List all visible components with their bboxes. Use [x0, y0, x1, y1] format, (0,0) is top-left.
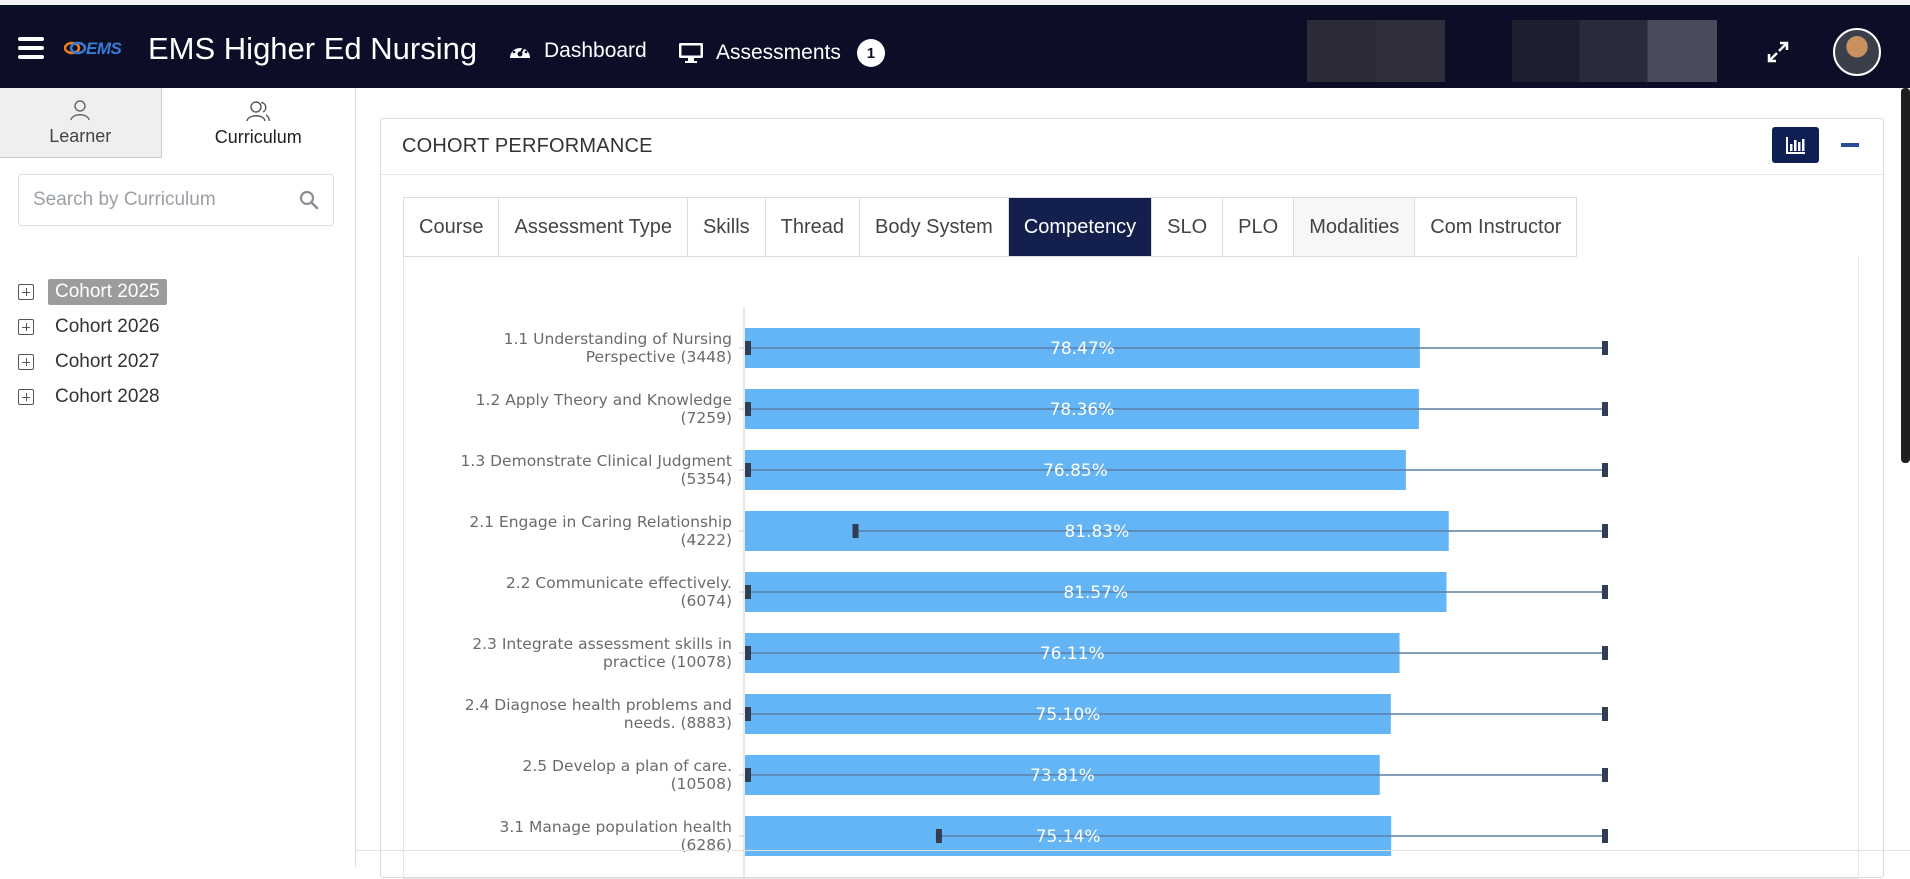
- tab-plo[interactable]: PLO: [1223, 198, 1295, 256]
- range-max-marker: [1602, 646, 1608, 660]
- range-min-marker: [745, 402, 751, 416]
- expand-plus-icon[interactable]: [18, 353, 34, 370]
- tree-item-cohort-2028[interactable]: Cohort 2028: [18, 379, 167, 414]
- range-min-marker: [745, 463, 751, 477]
- tab-assessment-type[interactable]: Assessment Type: [499, 198, 688, 256]
- bar-value-label: 78.47%: [1050, 339, 1115, 359]
- tab-course[interactable]: Course: [404, 198, 500, 256]
- bar-value-label: 73.81%: [1030, 766, 1095, 786]
- bar-value-label: 81.57%: [1063, 583, 1128, 603]
- redacted-block: [1512, 20, 1717, 82]
- search-icon[interactable]: [299, 190, 319, 210]
- sidebar-tab-curriculum[interactable]: Curriculum: [161, 88, 355, 158]
- sidebar-tab-label: Curriculum: [214, 126, 302, 147]
- category-label: 2.1 Engage in Caring Relationship (4222): [469, 513, 732, 549]
- category-label: 1.2 Apply Theory and Knowledge (7259): [476, 391, 732, 427]
- tab-modalities[interactable]: Modalities: [1294, 198, 1416, 256]
- tab-body-system[interactable]: Body System: [860, 198, 1009, 256]
- range-min-marker: [745, 768, 751, 782]
- tree-item-label: Cohort 2025: [48, 278, 167, 305]
- monitor-icon: [679, 43, 703, 63]
- bar-value-label: 81.83%: [1064, 522, 1129, 542]
- bar-value-label: 76.85%: [1043, 461, 1108, 481]
- range-max-marker: [1602, 524, 1608, 538]
- redacted-block: [1307, 20, 1445, 82]
- app-logo[interactable]: EMS: [63, 39, 122, 59]
- competency-chart: 1.1 Understanding of Nursing Perspective …: [403, 257, 1859, 879]
- range-max-marker: [1602, 341, 1608, 355]
- bar-value-label: 75.14%: [1036, 827, 1101, 847]
- sidebar-tabs: Learner Curriculum: [0, 88, 355, 158]
- tree-item-cohort-2027[interactable]: Cohort 2027: [18, 344, 167, 379]
- category-label: 2.3 Integrate assessment skills in practi…: [472, 635, 732, 671]
- people-icon: [246, 100, 271, 121]
- sidebar-tab-label: Learner: [49, 126, 112, 146]
- tree-item-cohort-2026[interactable]: Cohort 2026: [18, 309, 167, 344]
- range-max-marker: [1602, 707, 1608, 721]
- range-min-marker: [745, 646, 751, 660]
- range-max-marker: [1602, 402, 1608, 416]
- top-navbar: EMS EMS Higher Ed Nursing Dashboard Asse…: [0, 0, 1910, 88]
- panel-header: COHORT PERFORMANCE: [381, 119, 1883, 175]
- range-min-marker: [745, 585, 751, 599]
- bar-value-label: 76.11%: [1040, 644, 1105, 664]
- bar-chart-icon: [1785, 137, 1805, 154]
- category-tabs: Course Assessment Type Skills Thread Bod…: [403, 197, 1578, 257]
- assessments-count-badge: 1: [856, 39, 885, 67]
- speedometer-icon: [510, 44, 530, 58]
- expand-plus-icon[interactable]: [18, 283, 34, 300]
- range-max-marker: [1602, 463, 1608, 477]
- tab-com-instructor[interactable]: Com Instructor: [1415, 198, 1577, 256]
- category-label: 2.4 Diagnose health problems and needs. (…: [465, 696, 732, 732]
- sidebar: Learner Curriculum Cohort 2025 Cohort 20…: [0, 88, 356, 867]
- category-label: 1.3 Demonstrate Clinical Judgment (5354): [461, 452, 732, 488]
- category-label: 1.1 Understanding of Nursing Perspective …: [504, 330, 732, 366]
- app-title: EMS Higher Ed Nursing: [148, 31, 478, 66]
- range-min-marker: [745, 341, 751, 355]
- sidebar-tab-learner[interactable]: Learner: [0, 88, 162, 158]
- range-min-marker: [852, 524, 859, 538]
- category-label: 2.5 Develop a plan of care. (10508): [522, 757, 732, 793]
- tab-skills[interactable]: Skills: [687, 198, 766, 256]
- range-min-marker: [935, 829, 942, 843]
- chart-view-button[interactable]: [1772, 127, 1819, 163]
- expand-plus-icon[interactable]: [18, 318, 34, 335]
- tree-item-label: Cohort 2027: [55, 350, 160, 372]
- divider: [356, 850, 1910, 851]
- bar-value-label: 75.10%: [1036, 705, 1101, 725]
- tree-item-label: Cohort 2028: [55, 385, 160, 407]
- collapse-panel-button[interactable]: [1841, 143, 1859, 147]
- range-max-marker: [1602, 768, 1608, 782]
- person-icon: [70, 100, 90, 121]
- category-label: 2.2 Communicate effectively. (6074): [506, 574, 732, 610]
- tree-item-cohort-2025[interactable]: Cohort 2025: [18, 274, 167, 309]
- tab-thread[interactable]: Thread: [765, 198, 861, 256]
- curriculum-search-input[interactable]: [33, 189, 299, 211]
- nav-dashboard[interactable]: Dashboard: [508, 39, 647, 63]
- bar-value-label: 78.36%: [1050, 400, 1115, 420]
- panel-title: COHORT PERFORMANCE: [402, 135, 653, 157]
- competency-bar-chart: 1.1 Understanding of Nursing Perspective …: [461, 307, 1608, 879]
- nav-dashboard-label: Dashboard: [544, 39, 647, 62]
- nav-assessments-label: Assessments: [716, 41, 841, 64]
- cohort-performance-panel: COHORT PERFORMANCE Course Assessment Typ…: [380, 118, 1884, 879]
- fullscreen-expand-icon[interactable]: [1766, 40, 1790, 64]
- range-min-marker: [745, 707, 751, 721]
- tab-slo[interactable]: SLO: [1152, 198, 1224, 256]
- logo-swirl-icon: [63, 41, 87, 55]
- cohort-tree: Cohort 2025 Cohort 2026 Cohort 2027 Coho…: [18, 274, 167, 414]
- nav-assessments[interactable]: Assessments 1: [678, 39, 885, 67]
- menu-icon[interactable]: [18, 37, 44, 59]
- tree-item-label: Cohort 2026: [55, 315, 160, 337]
- range-max-marker: [1602, 829, 1608, 843]
- user-avatar[interactable]: [1833, 28, 1881, 76]
- expand-plus-icon[interactable]: [18, 388, 34, 405]
- range-max-marker: [1602, 585, 1608, 599]
- curriculum-search: [18, 174, 334, 226]
- logo-text: EMS: [86, 39, 122, 58]
- category-label: 3.1 Manage population health (6286): [499, 818, 732, 854]
- page-scrollbar[interactable]: [1901, 88, 1910, 463]
- tab-competency[interactable]: Competency: [1008, 198, 1153, 256]
